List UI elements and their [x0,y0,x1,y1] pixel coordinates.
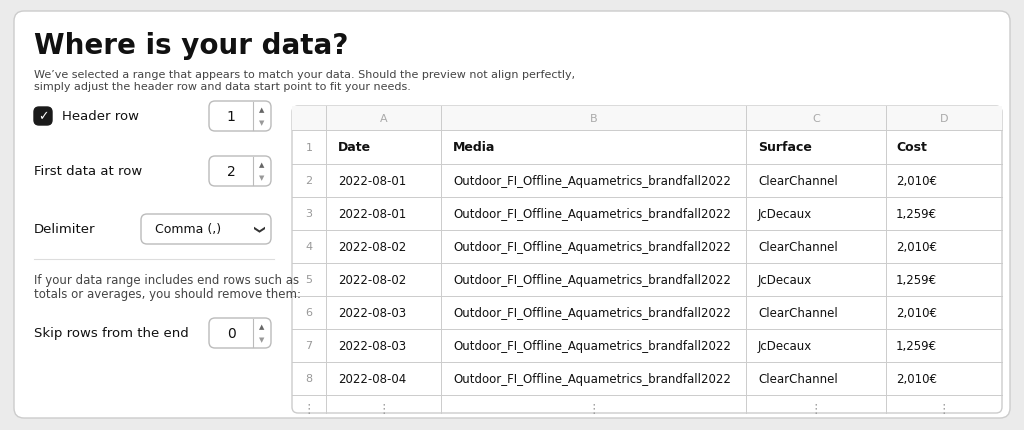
Text: 2022-08-01: 2022-08-01 [338,175,407,187]
Text: Delimiter: Delimiter [34,223,95,236]
Text: 8: 8 [305,374,312,384]
Text: First data at row: First data at row [34,165,142,178]
Text: 3: 3 [305,209,312,219]
Text: JcDecaux: JcDecaux [758,273,812,286]
FancyBboxPatch shape [209,318,271,348]
FancyBboxPatch shape [209,102,271,132]
Text: ▲: ▲ [259,107,264,113]
Text: Comma (,): Comma (,) [155,223,221,236]
Text: ▼: ▼ [259,120,264,126]
Text: 2022-08-03: 2022-08-03 [338,306,407,319]
Text: If your data range includes end rows such as: If your data range includes end rows suc… [34,273,299,286]
Text: 2,010€: 2,010€ [896,175,937,187]
Text: Outdoor_FI_Offline_Aquametrics_brandfall2022: Outdoor_FI_Offline_Aquametrics_brandfall… [453,175,731,187]
Text: 1: 1 [305,143,312,153]
Text: ⋮: ⋮ [938,402,950,415]
Text: 2,010€: 2,010€ [896,306,937,319]
Text: 0: 0 [226,326,236,340]
Text: ❯: ❯ [252,225,262,234]
Text: Cost: Cost [896,141,927,154]
Text: 2022-08-02: 2022-08-02 [338,240,407,253]
Text: 2022-08-01: 2022-08-01 [338,208,407,221]
Text: Where is your data?: Where is your data? [34,32,348,60]
Text: totals or averages, you should remove them:: totals or averages, you should remove th… [34,287,301,300]
Text: ▲: ▲ [259,162,264,168]
Text: 7: 7 [305,341,312,351]
Text: Outdoor_FI_Offline_Aquametrics_brandfall2022: Outdoor_FI_Offline_Aquametrics_brandfall… [453,306,731,319]
Text: 1,259€: 1,259€ [896,339,937,352]
FancyBboxPatch shape [14,12,1010,418]
Text: ▼: ▼ [259,337,264,343]
Text: We’ve selected a range that appears to match your data. Should the preview not a: We’ve selected a range that appears to m… [34,70,575,80]
Text: ▼: ▼ [259,175,264,181]
Text: 2022-08-04: 2022-08-04 [338,372,407,385]
Text: 2022-08-02: 2022-08-02 [338,273,407,286]
Text: 2,010€: 2,010€ [896,240,937,253]
Text: 2: 2 [305,176,312,186]
Text: ⋮: ⋮ [303,402,315,415]
Bar [292,107,1002,131]
Text: JcDecaux: JcDecaux [758,339,812,352]
Text: D: D [940,114,948,124]
Text: Outdoor_FI_Offline_Aquametrics_brandfall2022: Outdoor_FI_Offline_Aquametrics_brandfall… [453,339,731,352]
Text: Outdoor_FI_Offline_Aquametrics_brandfall2022: Outdoor_FI_Offline_Aquametrics_brandfall… [453,273,731,286]
Text: Surface: Surface [758,141,812,154]
Text: 2,010€: 2,010€ [896,372,937,385]
Text: ClearChannel: ClearChannel [758,372,838,385]
Text: A: A [380,114,387,124]
Text: 6: 6 [305,308,312,318]
Text: C: C [812,114,820,124]
Text: ⋮: ⋮ [810,402,822,415]
Text: Media: Media [453,141,496,154]
Text: 1,259€: 1,259€ [896,273,937,286]
Text: Outdoor_FI_Offline_Aquametrics_brandfall2022: Outdoor_FI_Offline_Aquametrics_brandfall… [453,372,731,385]
Text: 1,259€: 1,259€ [896,208,937,221]
Text: ClearChannel: ClearChannel [758,306,838,319]
Text: 1: 1 [226,110,236,124]
Text: simply adjust the header row and data start point to fit your needs.: simply adjust the header row and data st… [34,82,411,92]
FancyBboxPatch shape [141,215,271,244]
Text: ⋮: ⋮ [587,402,600,415]
Text: Header row: Header row [62,110,139,123]
Text: JcDecaux: JcDecaux [758,208,812,221]
Text: Skip rows from the end: Skip rows from the end [34,327,188,340]
Text: 2: 2 [226,165,236,178]
FancyBboxPatch shape [292,107,1002,413]
Text: Outdoor_FI_Offline_Aquametrics_brandfall2022: Outdoor_FI_Offline_Aquametrics_brandfall… [453,208,731,221]
Text: 4: 4 [305,242,312,252]
Text: ▲: ▲ [259,324,264,330]
Text: Outdoor_FI_Offline_Aquametrics_brandfall2022: Outdoor_FI_Offline_Aquametrics_brandfall… [453,240,731,253]
Text: Date: Date [338,141,371,154]
Text: ⋮: ⋮ [377,402,390,415]
Text: ClearChannel: ClearChannel [758,240,838,253]
Text: 2022-08-03: 2022-08-03 [338,339,407,352]
Text: ✓: ✓ [38,110,48,123]
FancyBboxPatch shape [209,157,271,187]
Text: ClearChannel: ClearChannel [758,175,838,187]
FancyBboxPatch shape [34,108,52,126]
Text: 5: 5 [305,275,312,285]
Text: B: B [590,114,597,124]
